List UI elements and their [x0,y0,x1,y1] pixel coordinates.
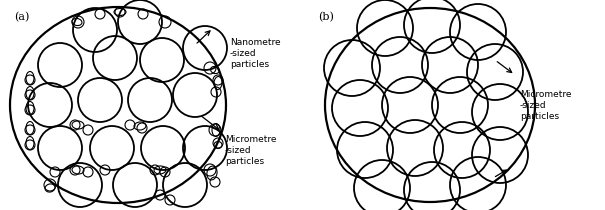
Text: (a): (a) [14,12,30,22]
Text: Micrometre
-sized
particles: Micrometre -sized particles [225,135,276,166]
Text: Micrometre
-sized
particles: Micrometre -sized particles [520,90,572,121]
Text: (b): (b) [318,12,334,22]
Text: Nanometre
-sized
particles: Nanometre -sized particles [230,38,281,69]
